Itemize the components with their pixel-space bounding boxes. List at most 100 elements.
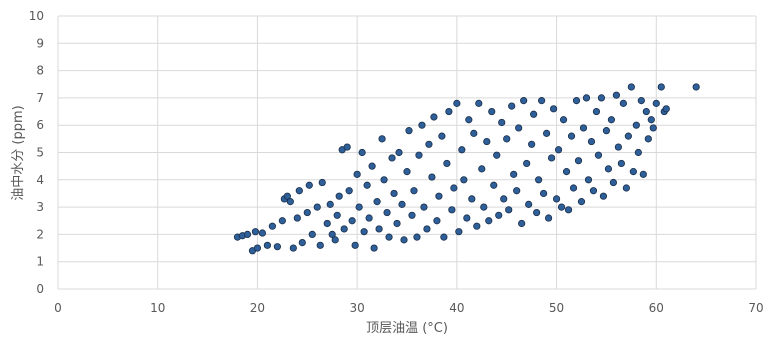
data-point — [480, 203, 488, 211]
x-tick-label: 20 — [250, 301, 265, 315]
data-point — [547, 154, 556, 162]
data-point — [368, 162, 376, 170]
data-point — [425, 140, 433, 148]
x-tick-label: 40 — [449, 301, 464, 315]
data-point — [390, 189, 398, 198]
data-point — [549, 105, 558, 113]
data-points — [233, 83, 700, 255]
data-point — [455, 228, 463, 236]
data-point — [363, 181, 371, 189]
data-point — [343, 143, 351, 151]
data-point — [438, 132, 446, 140]
x-tick-labels: 0 10 20 30 40 50 60 70 — [54, 301, 763, 315]
data-point — [460, 176, 468, 184]
data-point — [413, 233, 421, 241]
data-point — [398, 200, 406, 208]
data-point — [503, 135, 511, 143]
data-point — [448, 206, 456, 214]
data-point — [569, 184, 578, 192]
data-point — [263, 241, 271, 249]
data-point — [612, 91, 621, 99]
x-tick-label: 30 — [350, 301, 365, 315]
data-point — [243, 230, 252, 238]
data-point — [657, 83, 665, 91]
data-point — [540, 189, 548, 198]
data-point — [251, 228, 260, 236]
data-point — [642, 107, 650, 116]
data-point — [430, 113, 438, 121]
y-tick-label: 3 — [36, 200, 44, 214]
data-point — [305, 181, 313, 189]
data-point — [293, 214, 301, 222]
data-point — [463, 214, 471, 222]
data-point — [510, 170, 518, 178]
y-tick-label: 7 — [36, 91, 44, 105]
data-point — [433, 217, 441, 225]
data-point — [370, 244, 378, 252]
data-point — [649, 124, 657, 132]
data-point — [478, 165, 486, 173]
data-point — [365, 214, 373, 222]
data-point — [557, 203, 566, 211]
data-point — [435, 192, 443, 200]
data-point — [498, 118, 506, 127]
data-point — [335, 192, 343, 200]
data-point — [423, 225, 431, 233]
data-point — [535, 176, 543, 184]
data-point — [400, 236, 408, 244]
data-point — [530, 110, 538, 118]
data-point — [505, 206, 513, 214]
data-point — [333, 211, 341, 219]
data-point — [523, 159, 531, 168]
y-tick-label: 4 — [36, 173, 44, 187]
data-point — [473, 222, 481, 230]
data-point — [647, 116, 655, 124]
data-point — [253, 244, 262, 252]
data-point — [318, 178, 326, 187]
data-point — [415, 151, 423, 159]
data-point — [617, 159, 625, 168]
data-point — [393, 219, 401, 228]
data-point — [373, 198, 381, 206]
data-point — [485, 217, 493, 225]
data-point — [634, 148, 642, 157]
data-point — [405, 127, 413, 135]
data-point — [353, 170, 361, 178]
data-point — [624, 132, 632, 140]
data-point — [692, 83, 700, 91]
data-point — [385, 233, 393, 241]
x-tick-label: 70 — [748, 301, 763, 315]
data-point — [375, 225, 383, 233]
y-tick-label: 9 — [36, 36, 44, 50]
x-tick-label: 50 — [549, 301, 564, 315]
data-point — [518, 219, 526, 228]
data-point — [533, 208, 541, 217]
data-point — [458, 146, 466, 154]
data-point — [443, 159, 451, 168]
data-point — [268, 222, 276, 230]
data-point — [388, 154, 396, 162]
data-point — [313, 203, 321, 211]
data-point — [383, 208, 391, 217]
data-point — [567, 132, 576, 140]
data-point — [528, 140, 536, 148]
data-point — [609, 178, 618, 187]
y-tick-label: 8 — [36, 64, 44, 78]
data-point — [495, 211, 503, 219]
data-point — [579, 124, 588, 132]
data-point — [348, 217, 356, 225]
data-point — [289, 244, 297, 252]
data-point — [574, 157, 583, 165]
data-point — [465, 116, 473, 124]
data-point — [410, 187, 418, 195]
data-point — [258, 229, 267, 237]
data-point — [493, 151, 501, 159]
data-point — [520, 97, 528, 105]
data-point — [652, 99, 660, 107]
data-point — [340, 225, 348, 233]
data-point — [584, 176, 593, 184]
y-tick-labels: 0 1 2 3 4 5 6 7 8 9 10 — [29, 9, 44, 296]
data-point — [453, 99, 461, 107]
data-point — [378, 135, 386, 143]
data-point — [594, 151, 603, 159]
